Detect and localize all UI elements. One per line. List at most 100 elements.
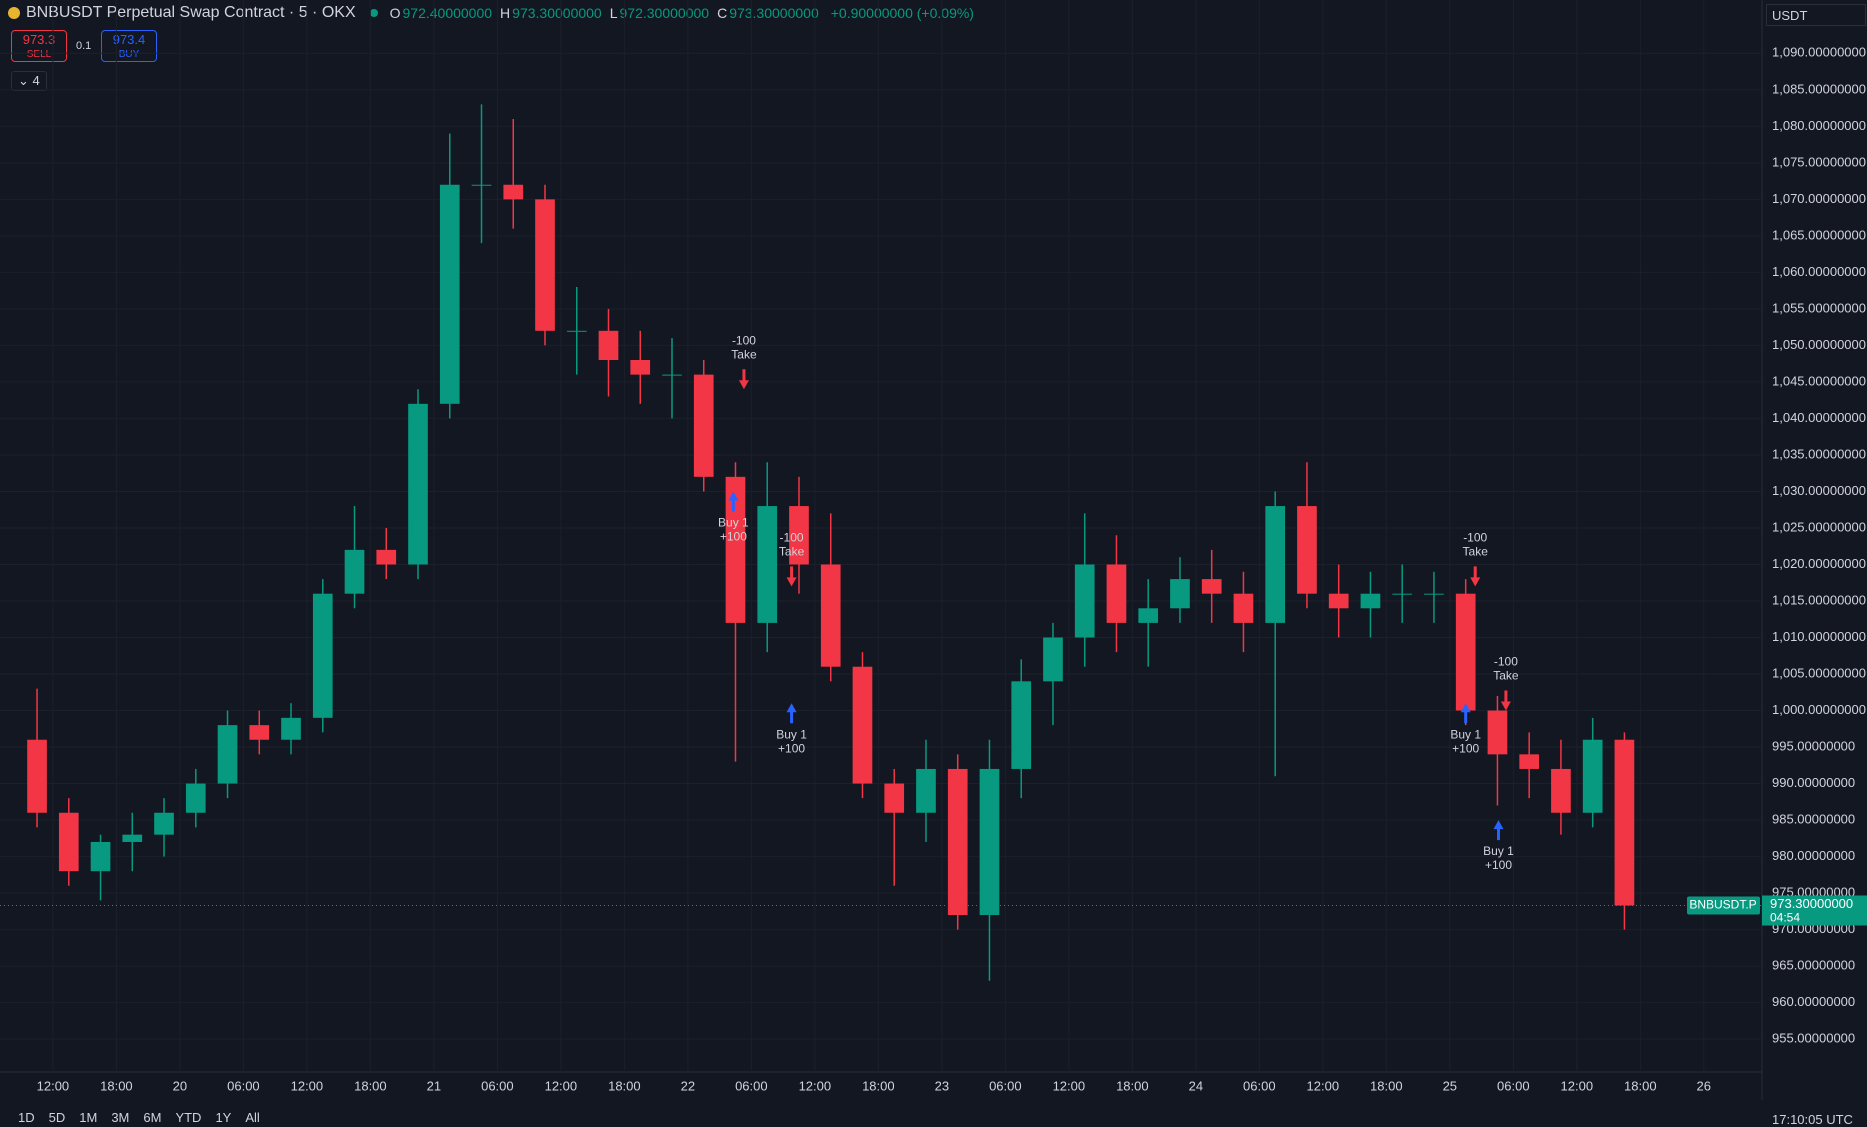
candle-body [852, 666, 873, 784]
sell-price: 973.3 [22, 32, 56, 47]
x-tick-label: 06:00 [1497, 1078, 1530, 1093]
marker-label: -100 [1463, 531, 1487, 545]
candle-body [344, 549, 365, 594]
indicator-toggle[interactable]: ⌄ 4 [11, 71, 47, 91]
range-button[interactable]: 1M [79, 1110, 98, 1125]
sell-marker [738, 369, 749, 390]
candle-body [185, 783, 206, 813]
range-button[interactable]: All [245, 1110, 260, 1125]
sell-button[interactable]: 973.3 SELL [11, 30, 67, 62]
x-tick-label: 18:00 [1624, 1078, 1657, 1093]
buy-button[interactable]: 973.4 BUY [101, 30, 157, 62]
y-tick-label: 995.00000000 [1772, 738, 1855, 753]
candle-body [1297, 506, 1317, 594]
range-button[interactable]: 5D [48, 1110, 66, 1125]
currency: USDT [1772, 8, 1808, 23]
range-button[interactable]: 3M [111, 1110, 130, 1125]
x-tick-label: 06:00 [481, 1078, 514, 1093]
marker-label: +100 [1485, 858, 1512, 872]
currency-select[interactable]: USDT [1766, 4, 1866, 26]
symbol-tag-text: BNBUSDT.P [1689, 898, 1756, 912]
candle-body [249, 725, 270, 740]
candle-body [1424, 593, 1444, 595]
candle-body [376, 549, 397, 565]
ohlc-key: H [500, 5, 511, 21]
x-tick-label: 20 [173, 1078, 187, 1093]
range-button[interactable]: 1D [18, 1110, 35, 1125]
marker-label: +100 [720, 530, 747, 544]
candle-body [598, 330, 619, 361]
sell-marker [1500, 690, 1511, 711]
candle-body [1265, 506, 1286, 623]
y-tick-label: 1,040.00000000 [1772, 410, 1866, 425]
change: +0.90000000 (+0.09%) [830, 5, 974, 21]
clock: 17:10:05 UTC [1772, 1112, 1853, 1127]
x-tick-label: 06:00 [735, 1078, 768, 1093]
marker-label: Take [779, 545, 805, 559]
x-tick-label: 23 [935, 1078, 949, 1093]
y-tick-label: 1,035.00000000 [1772, 446, 1866, 461]
quantity[interactable]: 0.1 [76, 40, 92, 52]
x-tick-label: 25 [1443, 1078, 1457, 1093]
buy-marker [1493, 820, 1504, 841]
x-tick-label: 18:00 [1116, 1078, 1149, 1093]
marker-label: -100 [1494, 655, 1518, 669]
y-tick-label: 1,080.00000000 [1772, 118, 1866, 133]
x-tick-label: 18:00 [1370, 1078, 1403, 1093]
buy-label: BUY [118, 49, 140, 60]
symbol-title[interactable]: BNBUSDT Perpetual Swap Contract · 5 · OK… [26, 4, 356, 21]
marker-label: Buy 1 [1450, 727, 1481, 741]
candle-body [979, 768, 1000, 915]
y-tick-label: 1,050.00000000 [1772, 337, 1866, 352]
candle-body [789, 506, 809, 565]
candle-body [1074, 564, 1095, 638]
ohlc-value: 973.30000000 [512, 5, 602, 21]
x-tick-label: 06:00 [989, 1078, 1022, 1093]
candle-body [281, 717, 301, 740]
candle-body [1582, 739, 1603, 813]
ohlc-key: O [389, 5, 401, 21]
range-button[interactable]: 1Y [215, 1110, 232, 1125]
indicator-count: 4 [32, 73, 40, 88]
candle-body [757, 506, 778, 623]
marker-label: Buy 1 [1483, 844, 1514, 858]
y-tick-label: 1,075.00000000 [1772, 154, 1866, 169]
x-tick-label: 12:00 [1307, 1078, 1340, 1093]
x-tick-label: 18:00 [608, 1078, 641, 1093]
y-tick-label: 965.00000000 [1772, 958, 1855, 973]
candle-body [535, 199, 555, 331]
marker-label: -100 [732, 333, 756, 347]
candle-body [1106, 564, 1127, 623]
x-tick-label: 18:00 [100, 1078, 133, 1093]
candle-body [439, 184, 460, 404]
candle-body [408, 403, 428, 565]
candle-body [662, 374, 682, 376]
y-tick-label: 1,030.00000000 [1772, 483, 1866, 498]
candle-body [90, 841, 111, 872]
marker-label: +100 [778, 741, 805, 755]
range-button[interactable]: YTD [175, 1110, 202, 1125]
candle-body [1614, 739, 1635, 906]
x-tick-label: 18:00 [354, 1078, 387, 1093]
candle-body [1455, 593, 1476, 711]
x-tick-label: 18:00 [862, 1078, 895, 1093]
candle-body [947, 768, 968, 915]
candle-body [503, 184, 524, 200]
candle-body [1360, 593, 1381, 609]
y-tick-label: 1,055.00000000 [1772, 300, 1866, 315]
price-tag [1762, 895, 1867, 926]
sell-label: SELL [26, 49, 52, 60]
y-tick-label: 1,005.00000000 [1772, 665, 1866, 680]
y-tick-label: 980.00000000 [1772, 848, 1855, 863]
candle-body [27, 739, 47, 813]
marker-label: Buy 1 [776, 727, 807, 741]
range-button[interactable]: 6M [143, 1110, 162, 1125]
sell-marker [1470, 566, 1481, 587]
y-tick-label: 1,060.00000000 [1772, 264, 1866, 279]
y-tick-label: 955.00000000 [1772, 1031, 1855, 1046]
candle-body [884, 783, 905, 813]
x-tick-label: 06:00 [227, 1078, 260, 1093]
x-tick-label: 24 [1189, 1078, 1203, 1093]
